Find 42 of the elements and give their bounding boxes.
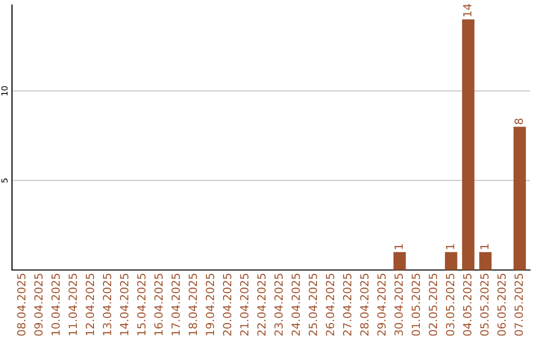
x-tick-label: 24.04.2025 (292, 274, 300, 336)
x-tick-label: 10.04.2025 (51, 274, 60, 336)
x-tick-label: 23.04.2025 (274, 274, 283, 336)
x-tick-label: 04.05.2025 (463, 274, 472, 336)
x-tick-label: 27.04.2025 (343, 274, 352, 336)
y-tick-label: 5 (1, 178, 8, 182)
data-label: 8 (514, 118, 523, 124)
data-label: 14 (463, 4, 472, 16)
x-tick-label: 13.04.2025 (102, 274, 112, 336)
bar (514, 126, 526, 270)
x-tick-label: 26.04.2025 (326, 274, 334, 336)
y-tick-label: 10 (1, 86, 8, 96)
x-tick-label: 30.04.2025 (394, 274, 403, 336)
x-tick-label: 25.04.2025 (308, 274, 318, 336)
x-tick-label: 02.05.2025 (428, 274, 438, 336)
x-tick-label: 17.04.2025 (171, 274, 180, 336)
x-tick-label: 01.05.2025 (412, 274, 420, 336)
x-tick-label: 09.04.2025 (34, 274, 43, 336)
bar (393, 252, 406, 270)
bar (444, 252, 458, 270)
data-label: 1 (480, 244, 488, 250)
x-tick-label: 15.04.2025 (137, 274, 146, 336)
data-label: 1 (394, 244, 403, 250)
x-tick-label: 22.04.2025 (257, 274, 266, 336)
bar (462, 19, 474, 270)
x-tick-label: 11.04.2025 (68, 274, 77, 336)
x-tick-label: 19.04.2025 (206, 274, 214, 336)
x-tick-label: 29.04.2025 (377, 274, 386, 336)
x-tick-label: 06.05.2025 (497, 274, 506, 336)
x-tick-label: 28.04.2025 (360, 274, 369, 336)
x-tick-label: 07.05.2025 (514, 274, 523, 336)
x-tick-label: 05.05.2025 (480, 274, 489, 336)
x-tick-label: 03.05.2025 (446, 274, 454, 336)
data-label: 1 (446, 244, 454, 250)
x-tick-label: 16.04.2025 (154, 274, 163, 336)
x-tick-label: 08.04.2025 (17, 274, 26, 336)
x-tick-label: 18.04.2025 (188, 274, 198, 336)
x-tick-label: 14.04.2025 (120, 274, 128, 336)
x-tick-label: 20.04.2025 (222, 274, 232, 336)
x-tick-label: 12.04.2025 (86, 274, 94, 336)
bar (479, 252, 492, 270)
x-tick-label: 21.04.2025 (240, 274, 248, 336)
